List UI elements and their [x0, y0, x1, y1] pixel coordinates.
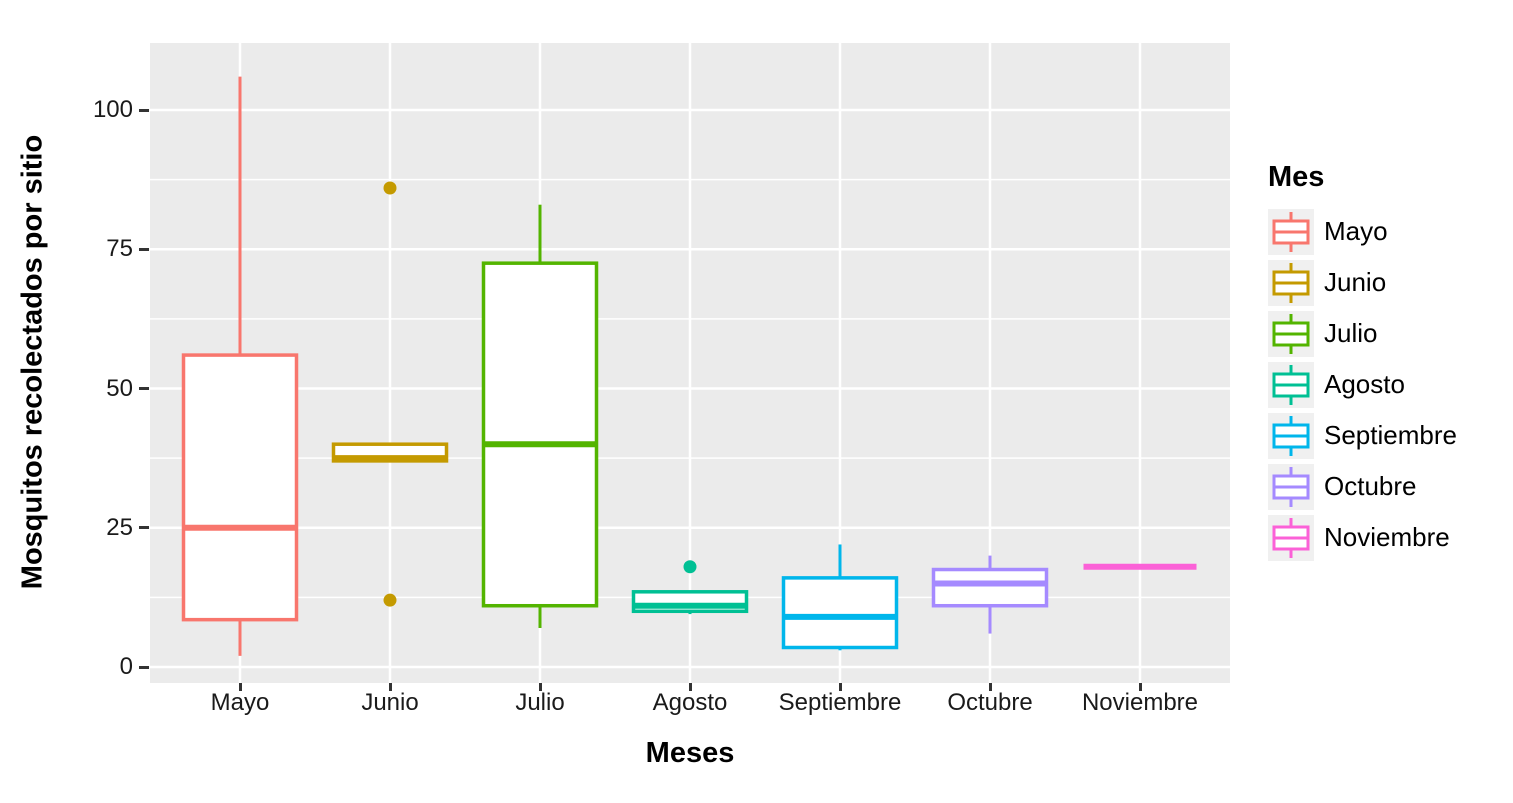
boxplot-key-icon — [1272, 517, 1310, 558]
box-mayo — [181, 353, 299, 622]
y-tick-mark — [139, 665, 149, 669]
x-tick-mark — [538, 683, 542, 691]
y-tick-mark — [139, 526, 149, 530]
y-tick-mark — [139, 247, 149, 251]
x-tick-label: Junio — [361, 689, 419, 716]
outlier-point — [383, 593, 397, 607]
plot-panel — [150, 43, 1230, 683]
legend-label: Junio — [1324, 267, 1387, 297]
boxplot-key-icon — [1272, 211, 1310, 252]
x-tick-label: Octubre — [947, 689, 1033, 716]
boxplot-key-icon — [1272, 466, 1310, 507]
legend-entry-mayo: Mayo — [1268, 206, 1508, 257]
legend-key — [1268, 310, 1314, 357]
y-axis-title: Mosquitos recolectados por sitio — [16, 134, 49, 590]
x-tick-mark — [238, 683, 242, 691]
x-tick-label: Septiembre — [778, 689, 902, 716]
x-axis-title: Meses — [645, 737, 735, 769]
boxplot-key-icon — [1272, 313, 1310, 354]
box-julio — [481, 261, 599, 608]
y-tick-mark — [139, 387, 149, 390]
legend-key — [1268, 463, 1314, 510]
x-tick-label: Noviembre — [1081, 689, 1199, 716]
y-tick-label: 25 — [106, 513, 133, 541]
x-tick-mark — [838, 683, 842, 691]
y-tick-mark — [139, 108, 149, 112]
boxplot-key-icon — [1272, 364, 1310, 405]
legend-entry-junio: Junio — [1268, 257, 1508, 308]
x-tick-mark — [388, 683, 392, 691]
legend-label: Mayo — [1324, 216, 1388, 246]
y-tick-label: 100 — [92, 96, 133, 123]
y-tick-label: 0 — [119, 653, 133, 680]
box-octubre — [931, 567, 1049, 608]
legend-items: Mayo Junio Julio Agosto Septiembre Octubre Nov… — [1268, 206, 1508, 563]
legend-entry-julio: Julio — [1268, 308, 1508, 359]
legend-label: Octubre — [1324, 471, 1417, 501]
boxplot-key-icon — [1272, 262, 1310, 303]
legend-key — [1268, 361, 1314, 408]
legend-label: Agosto — [1324, 369, 1405, 399]
outlier-point — [683, 560, 697, 574]
legend-entry-octubre: Octubre — [1268, 461, 1508, 512]
x-tick-label: Mayo — [210, 689, 270, 716]
box-septiembre — [781, 576, 899, 650]
legend-entry-noviembre: Noviembre — [1268, 512, 1508, 563]
legend-key — [1268, 514, 1314, 561]
legend-key — [1268, 208, 1314, 255]
x-tick-label: Julio — [515, 689, 565, 716]
legend-entry-agosto: Agosto — [1268, 359, 1508, 410]
legend-title: Mes — [1268, 161, 1325, 193]
x-tick-label: Agosto — [652, 689, 728, 716]
boxplot-key-icon — [1272, 415, 1310, 456]
x-tick-mark — [688, 683, 692, 691]
x-tick-mark — [988, 683, 992, 691]
y-tick-label: 50 — [106, 374, 133, 402]
boxplot-canvas — [150, 43, 1230, 683]
x-tick-mark — [1138, 683, 1142, 691]
legend-label: Septiembre — [1324, 420, 1457, 450]
legend: Mes Mayo Junio Julio Agosto Septiembre Octubr… — [1268, 160, 1508, 563]
y-tick-label: 75 — [106, 235, 133, 263]
legend-label: Julio — [1324, 318, 1378, 348]
outlier-point — [383, 181, 397, 195]
legend-key — [1268, 412, 1314, 459]
legend-label: Noviembre — [1324, 522, 1450, 552]
legend-key — [1268, 259, 1314, 306]
legend-entry-septiembre: Septiembre — [1268, 410, 1508, 461]
